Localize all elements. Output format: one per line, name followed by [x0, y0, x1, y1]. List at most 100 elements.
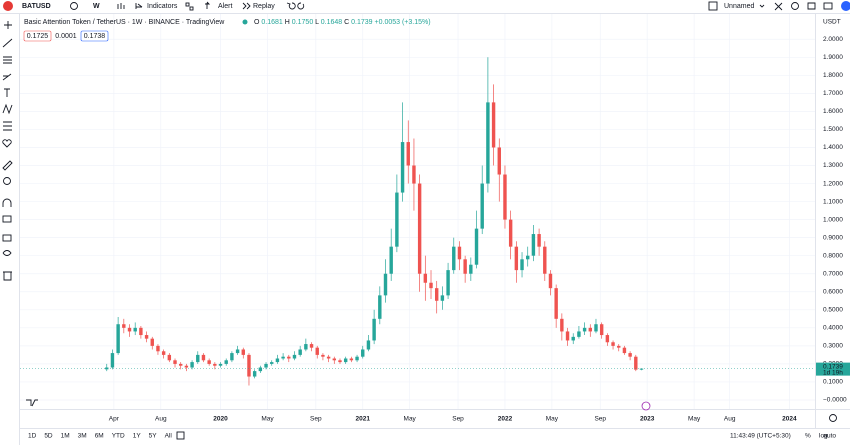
lock-tool[interactable] [2, 234, 12, 242]
x-tick-label: Sep [452, 416, 464, 423]
snapshot-icon[interactable] [823, 2, 833, 10]
ohlc-label: O [254, 19, 260, 26]
candle-body [207, 360, 211, 364]
y-tick-label: 1.5000 [823, 126, 843, 133]
symbol-logo[interactable] [3, 1, 13, 11]
candle-body [190, 362, 194, 368]
candle-body [343, 358, 348, 363]
zoom-tool[interactable] [3, 177, 11, 185]
tradingview-logo[interactable] [26, 399, 38, 407]
candle-body [235, 349, 240, 354]
replay-button[interactable]: Replay [253, 3, 275, 10]
candle-body [150, 338, 154, 346]
candle-body [116, 324, 120, 354]
candle-body [543, 246, 547, 274]
candle-body [634, 356, 638, 370]
candle-body [560, 318, 564, 332]
range-button[interactable]: 1M [61, 433, 70, 440]
indicators-button[interactable]: Indicators [147, 3, 178, 10]
trend-line-tool[interactable] [2, 38, 13, 48]
range-button[interactable]: 1Y [133, 433, 142, 440]
pattern-tool[interactable] [2, 103, 13, 115]
templates-icon[interactable] [185, 2, 190, 7]
measure-tool[interactable] [2, 160, 13, 171]
x-tick-label: May [261, 416, 274, 423]
range-button[interactable]: All [165, 433, 173, 440]
crosshair-tool[interactable] [4, 21, 12, 29]
ohlc-value: 0.1750 [292, 19, 314, 26]
y-tick-label: 1.2000 [823, 180, 843, 187]
close-icon[interactable] [774, 2, 783, 11]
candle-body [298, 349, 302, 355]
y-tick-label: 0.3000 [823, 343, 843, 350]
log-toggle[interactable]: log [819, 433, 828, 440]
candle-body [588, 327, 593, 332]
stay-drawing-tool[interactable] [2, 215, 12, 223]
range-button[interactable]: 1D [28, 433, 37, 440]
candle-body [218, 363, 223, 366]
auto-toggle[interactable]: auto [823, 433, 836, 440]
indicators-icon[interactable] [135, 3, 143, 9]
prediction-tool[interactable] [3, 121, 12, 131]
date-range-icon[interactable] [176, 431, 185, 440]
range-button[interactable]: 6M [95, 433, 104, 440]
candle-body [440, 295, 445, 301]
candle-body [400, 142, 405, 193]
alert-button[interactable]: Alert [218, 3, 232, 10]
percent-toggle[interactable]: % [805, 433, 811, 440]
fib-tool[interactable] [3, 56, 12, 64]
candle-body [605, 335, 610, 343]
brush-tool[interactable] [2, 73, 12, 81]
layout-name[interactable]: Unnamed [724, 3, 754, 10]
range-button[interactable]: 5Y [149, 433, 158, 440]
range-button[interactable]: YTD [112, 433, 125, 440]
text-tool[interactable] [4, 88, 10, 97]
fullscreen-icon[interactable] [807, 2, 816, 10]
x-tick-label: Aug [724, 416, 736, 423]
buy-price[interactable]: 0.1738 [84, 33, 106, 40]
buy-box[interactable] [80, 30, 109, 42]
candle-body [304, 344, 308, 350]
sell-price[interactable]: 0.1725 [27, 33, 49, 40]
candle-body [446, 270, 450, 296]
candle-body [582, 327, 587, 332]
alert-icon[interactable] [205, 1, 211, 9]
candle-body [486, 102, 490, 184]
settings-icon[interactable] [791, 2, 799, 10]
candle-body [577, 331, 581, 337]
candle-body [321, 354, 325, 357]
redo-icon[interactable] [297, 2, 305, 10]
y-tick-label: 1.1000 [823, 198, 843, 205]
ohlc-change: +0.0053 (+3.15%) [375, 19, 431, 26]
chart-type-icon[interactable] [117, 3, 125, 9]
add-symbol-icon[interactable] [70, 2, 78, 10]
candle-body [258, 367, 263, 372]
interval[interactable]: W [93, 3, 100, 10]
replay-icon[interactable] [242, 2, 251, 10]
candle-body [105, 367, 109, 370]
range-button[interactable]: 3M [78, 433, 87, 440]
hide-tool[interactable] [2, 250, 12, 256]
remove-tool[interactable] [3, 271, 12, 281]
layout-menu-icon[interactable] [759, 4, 765, 8]
candle-body [133, 327, 137, 332]
y-tick-label: 1.4000 [823, 144, 843, 151]
events-icon[interactable] [641, 401, 651, 411]
magnet-tool[interactable] [2, 198, 12, 207]
candle-body [389, 246, 393, 274]
symbol[interactable]: BATUSD [22, 3, 51, 10]
candle-body [173, 360, 177, 364]
templates-icon-2[interactable] [189, 6, 194, 11]
candle-body [611, 342, 615, 346]
undo-icon[interactable] [286, 2, 296, 10]
candle-body [201, 354, 206, 361]
range-button[interactable]: 5D [44, 433, 53, 440]
account-avatar[interactable] [841, 1, 850, 11]
axis-settings-icon[interactable] [829, 414, 837, 422]
y-axis-label[interactable]: USDT [823, 19, 841, 26]
candle-body [264, 363, 268, 368]
layout-icon[interactable] [708, 1, 718, 11]
candle-body [167, 354, 172, 361]
favorites-tool[interactable] [2, 139, 12, 148]
sell-box[interactable] [23, 30, 52, 42]
